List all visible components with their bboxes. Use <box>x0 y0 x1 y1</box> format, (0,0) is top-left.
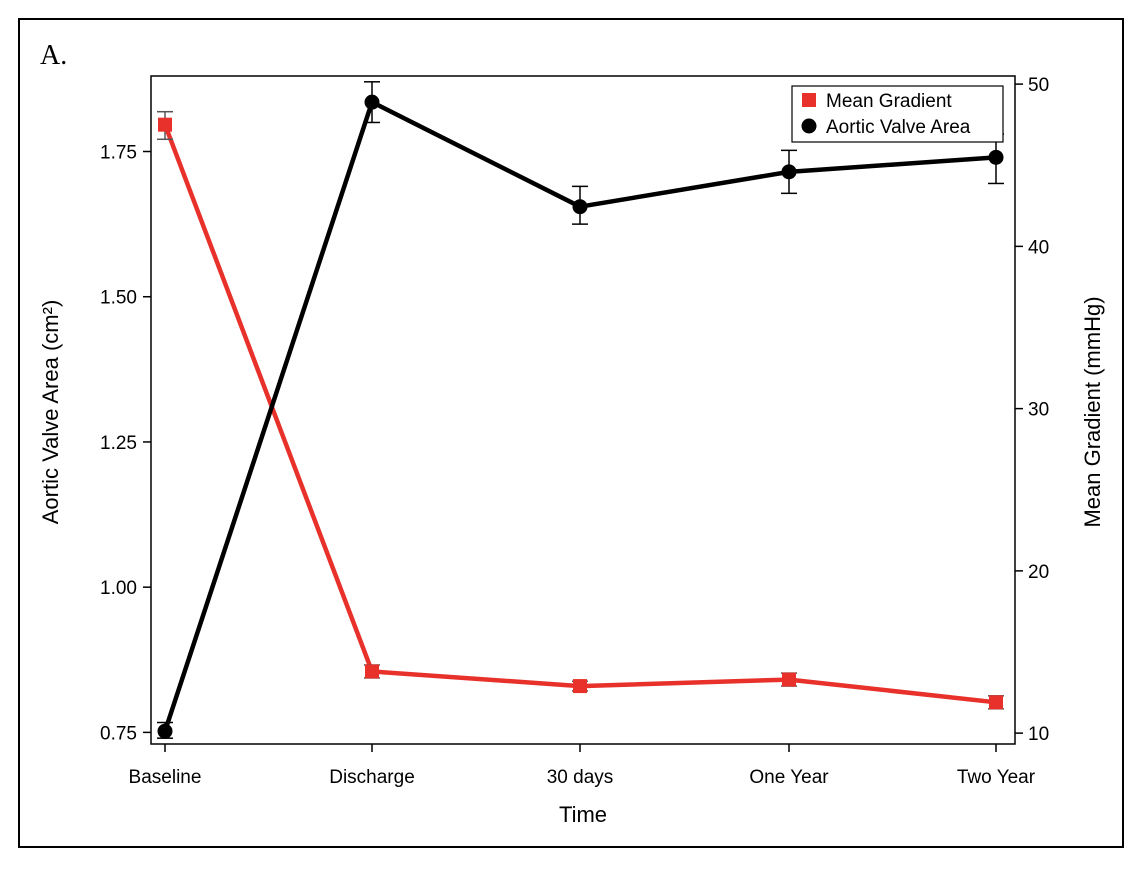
data-point <box>989 695 1003 710</box>
right-tick-label: 10 <box>1028 724 1049 745</box>
left-tick-label: 1.50 <box>100 288 137 309</box>
data-point <box>365 664 379 679</box>
legend-marker <box>802 93 816 107</box>
x-axis-title: Time <box>559 802 607 827</box>
x-tick-label: Baseline <box>129 767 202 788</box>
legend-box <box>791 85 1004 143</box>
right-tick-label: 40 <box>1028 237 1049 258</box>
right-tick-label: 20 <box>1028 562 1049 583</box>
data-point <box>572 199 588 215</box>
x-axis: Baseline Discharge 30 days One Year Two Year <box>129 744 1036 788</box>
right-axis: 10 20 30 40 50 <box>1015 75 1049 745</box>
right-axis-title: Mean Gradient (mmHg) <box>1080 296 1105 527</box>
legend-label: Aortic Valve Area <box>826 117 971 138</box>
data-point <box>364 94 380 110</box>
series-layer <box>157 81 1004 739</box>
data-point <box>782 672 796 687</box>
left-tick-label: 1.75 <box>100 143 137 164</box>
right-tick-label: 30 <box>1028 400 1049 421</box>
data-point <box>157 723 173 739</box>
left-tick-label: 0.75 <box>100 723 137 744</box>
left-tick-label: 1.00 <box>100 578 137 599</box>
series-aortic-valve-area <box>157 81 1004 739</box>
panel-label: A. <box>40 40 68 71</box>
left-axis-title: Aortic Valve Area (cm²) <box>38 300 63 525</box>
data-point <box>988 149 1004 165</box>
legend-marker <box>801 118 817 134</box>
left-tick-label: 1.25 <box>100 433 137 454</box>
right-tick-label: 50 <box>1028 75 1049 96</box>
series-mean-gradient <box>157 110 1004 710</box>
data-point <box>573 679 587 694</box>
data-point <box>781 164 797 180</box>
legend: Mean Gradient Aortic Valve Area <box>791 85 1004 143</box>
x-tick-label: 30 days <box>547 767 614 788</box>
legend-label: Mean Gradient <box>826 91 952 112</box>
x-tick-label: Discharge <box>329 767 415 788</box>
plot-border <box>150 75 1016 745</box>
figure-frame <box>18 18 1124 848</box>
x-tick-label: Two Year <box>957 767 1036 788</box>
x-tick-label: One Year <box>749 767 829 788</box>
data-point <box>158 117 172 132</box>
plot-frame <box>150 75 1016 745</box>
left-axis: 0.75 1.00 1.25 1.50 1.75 <box>100 143 151 744</box>
